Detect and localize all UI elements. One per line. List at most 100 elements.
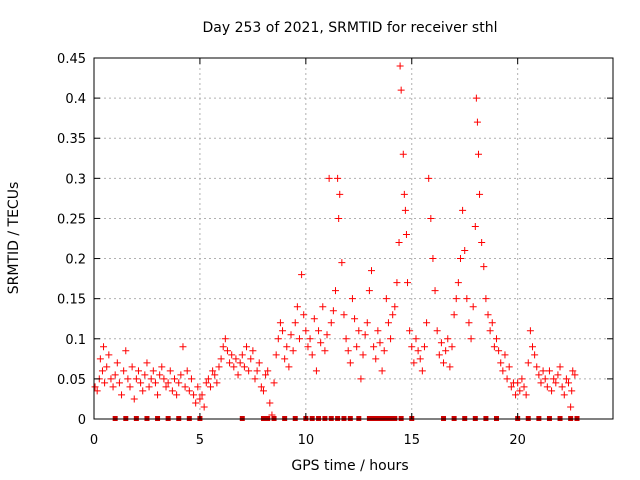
data-point: [202, 379, 210, 387]
data-point: [207, 383, 215, 391]
data-point: [211, 371, 219, 379]
data-point: [181, 383, 189, 391]
y-tick-label: 0.4: [65, 92, 86, 107]
data-point: [139, 387, 147, 395]
data-point: [533, 363, 541, 371]
data-point: [365, 287, 373, 295]
y-tick-label: 0.05: [57, 373, 86, 388]
data-point: [335, 214, 343, 222]
data-point: [346, 359, 354, 367]
data-point: [91, 383, 99, 391]
data-point: [348, 295, 356, 303]
data-point: [567, 403, 575, 411]
data-point: [336, 190, 344, 198]
data-point: [402, 230, 410, 238]
data-point: [118, 391, 126, 399]
data-point: [215, 363, 223, 371]
x-tick-label: 5: [196, 433, 204, 448]
data-point: [514, 379, 522, 387]
data-point: [145, 383, 153, 391]
data-point: [429, 255, 437, 263]
data-point: [264, 367, 272, 375]
data-point: [454, 279, 462, 287]
data-point: [154, 391, 162, 399]
data-point: [471, 222, 479, 230]
data-point: [291, 319, 299, 327]
data-point: [516, 387, 524, 395]
data-point: [173, 391, 181, 399]
data-point: [382, 295, 390, 303]
data-point: [253, 367, 261, 375]
data-point: [480, 263, 488, 271]
x-tick-label: 15: [403, 433, 420, 448]
data-point: [370, 343, 378, 351]
data-point: [396, 62, 404, 70]
data-point: [531, 351, 539, 359]
data-point: [492, 335, 500, 343]
y-tick-label: 0.2: [65, 253, 86, 268]
y-tick-label: 0.25: [57, 212, 86, 227]
data-point: [331, 287, 339, 295]
data-point: [399, 150, 407, 158]
data-point: [368, 267, 376, 275]
data-point: [387, 335, 395, 343]
data-point: [243, 343, 251, 351]
data-point: [427, 214, 435, 222]
data-point: [501, 351, 509, 359]
axis-ticks: 0 0.05 0.1 0.15 0.2 0.25 0.3 0.35 0.4 0.45 0 5 10 15 2…: [57, 52, 613, 448]
data-point: [395, 239, 403, 247]
data-point: [423, 319, 431, 327]
data-point: [230, 363, 238, 371]
y-tick-label: 0.35: [57, 132, 86, 147]
data-point: [204, 375, 212, 383]
data-point: [217, 355, 225, 363]
data-point: [122, 347, 130, 355]
data-point: [200, 403, 208, 411]
data-point: [414, 347, 422, 355]
data-point: [107, 375, 115, 383]
data-point: [221, 335, 229, 343]
data-point: [420, 343, 428, 351]
data-point: [463, 295, 471, 303]
data-point: [228, 351, 236, 359]
data-point: [236, 359, 244, 367]
plot-frame: [93, 57, 614, 420]
data-point: [482, 295, 490, 303]
data-point: [344, 347, 352, 355]
data-point: [472, 94, 480, 102]
data-point: [232, 355, 240, 363]
data-point: [156, 371, 164, 379]
data-point: [571, 371, 579, 379]
data-point: [412, 335, 420, 343]
data-point: [486, 327, 494, 335]
data-point: [100, 343, 108, 351]
data-point: [400, 190, 408, 198]
data-point: [495, 347, 503, 355]
data-point: [550, 375, 558, 383]
data-point: [187, 375, 195, 383]
data-point: [143, 359, 151, 367]
data-point: [329, 307, 337, 315]
data-point: [484, 311, 492, 319]
data-point: [459, 206, 467, 214]
data-point: [499, 367, 507, 375]
data-point: [128, 363, 136, 371]
data-point: [560, 391, 568, 399]
data-point: [270, 379, 278, 387]
data-point: [168, 387, 176, 395]
data-point: [431, 287, 439, 295]
data-point: [226, 359, 234, 367]
data-point: [435, 351, 443, 359]
data-point: [444, 335, 452, 343]
data-point: [565, 379, 573, 387]
data-point: [327, 319, 335, 327]
data-point: [308, 351, 316, 359]
data-point: [526, 327, 534, 335]
data-point: [520, 383, 528, 391]
data-point: [134, 367, 142, 375]
data-point: [465, 319, 473, 327]
data-point: [357, 375, 365, 383]
data-point: [279, 327, 287, 335]
data-point: [105, 351, 113, 359]
